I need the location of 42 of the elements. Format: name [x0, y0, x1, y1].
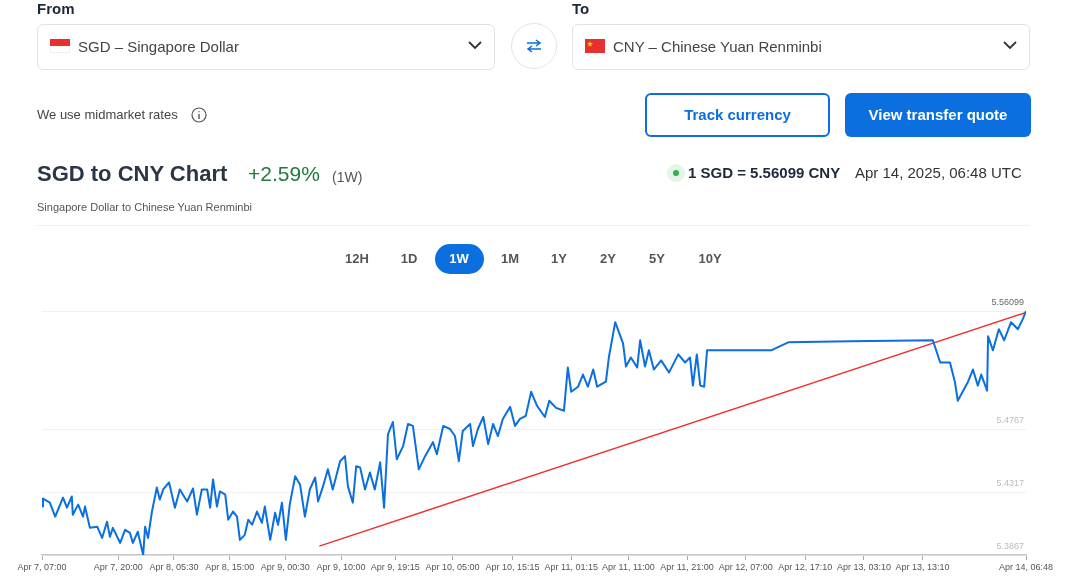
x-tick-label: Apr 9, 00:30	[260, 561, 310, 572]
x-tick-label: Apr 10, 15:15	[485, 561, 540, 572]
text: CNY – Chinese Yuan Renminbi	[613, 38, 822, 55]
x-tick-label: Apr 8, 05:30	[149, 561, 199, 572]
y-tick-label: 5.4317	[996, 478, 1024, 489]
text: 12H	[344, 251, 370, 266]
x-tick-label: Apr 8, 15:00	[205, 561, 255, 572]
text: View transfer quote	[867, 106, 1009, 123]
x-tick-label: Apr 7, 07:00	[17, 561, 67, 572]
text: To	[572, 0, 590, 17]
text: SGD – Singapore Dollar	[78, 38, 239, 55]
x-tick-label: Apr 14, 06:48	[998, 561, 1054, 572]
text: (1W)	[332, 169, 363, 185]
x-tick-label: Apr 10, 05:00	[425, 561, 480, 572]
text: Track currency	[683, 106, 792, 123]
text: 1 SGD = 5.56099 CNY	[688, 164, 841, 181]
x-tick-label: Apr 7, 20:00	[93, 561, 143, 572]
x-tick-label: Apr 9, 19:15	[370, 561, 420, 572]
text: 1D	[399, 251, 419, 266]
text: +2.59%	[248, 162, 320, 186]
x-tick-label: Apr 9, 10:00	[316, 561, 366, 572]
text: 2Y	[599, 251, 617, 266]
x-tick-label: Apr 13, 03:10	[836, 561, 891, 572]
text: From	[37, 0, 75, 17]
chart-title: SGD to CNY Chart	[37, 161, 228, 187]
text: 10Y	[697, 251, 723, 266]
text: 1M	[499, 251, 521, 266]
x-tick-label: Apr 13, 13:10	[895, 561, 950, 572]
text: 1W	[448, 251, 470, 266]
text: 5Y	[648, 251, 666, 266]
text: Apr 14, 2025, 06:48 UTC	[855, 164, 1022, 181]
x-tick-label: Apr 11, 11:00	[602, 561, 655, 572]
x-tick-label: Apr 12, 17:10	[778, 561, 833, 572]
x-tick-label: Apr 12, 07:00	[718, 561, 773, 572]
y-tick-label: 5.56099	[991, 297, 1024, 308]
text: 1Y	[550, 251, 568, 266]
x-tick-label: Apr 11, 01:15	[544, 561, 598, 572]
y-tick-label: 5.4767	[996, 415, 1024, 426]
chart-subtitle: Singapore Dollar to Chinese Yuan Renminbi	[37, 201, 253, 213]
y-tick-label: 5.3867	[996, 541, 1024, 552]
text: We use midmarket rates	[37, 107, 178, 122]
x-tick-label: Apr 11, 21:00	[660, 561, 714, 572]
